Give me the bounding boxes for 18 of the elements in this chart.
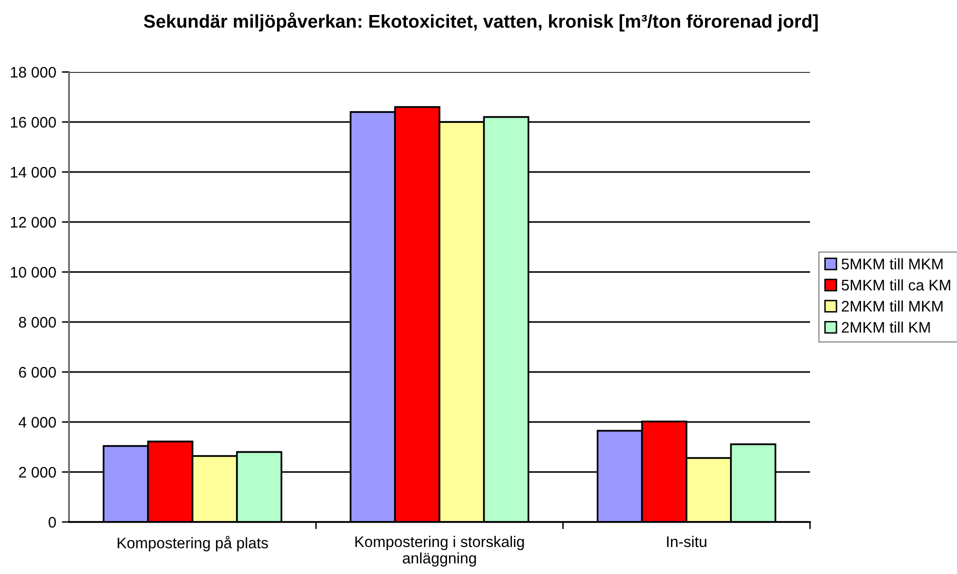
- y-tick-label: 8 000: [18, 316, 56, 328]
- y-tick-label: 14 000: [10, 166, 56, 178]
- legend-label: 5MKM till MKM: [842, 258, 942, 270]
- y-tick-label: 10 000: [10, 266, 56, 278]
- x-tick-label: Kompostering på plats: [118, 536, 268, 552]
- y-tick-label: 0: [48, 516, 56, 528]
- y-tick-label: 4 000: [18, 416, 56, 428]
- y-tick-label: 2 000: [19, 466, 56, 478]
- legend-label: 5MKM till ca KM: [842, 279, 950, 291]
- x-tick-label: In-situ: [667, 536, 706, 548]
- y-tick-label: 18 000: [10, 66, 56, 78]
- y-tick-label: 6 000: [19, 366, 56, 378]
- legend-label: 2MKM till MKM: [842, 300, 942, 312]
- legend-label: 2MKM till KM: [842, 322, 930, 333]
- x-tick-label: Kompostering i storskalig anläggning: [355, 536, 524, 567]
- y-tick-label: 16 000: [10, 116, 56, 128]
- chart-title: Sekundär miljöpåverkan: Ekotoxicitet, vatten, kronisk [m³/ton förorenad jord]: [144, 12, 818, 32]
- y-tick-label: 12 000: [10, 216, 56, 228]
